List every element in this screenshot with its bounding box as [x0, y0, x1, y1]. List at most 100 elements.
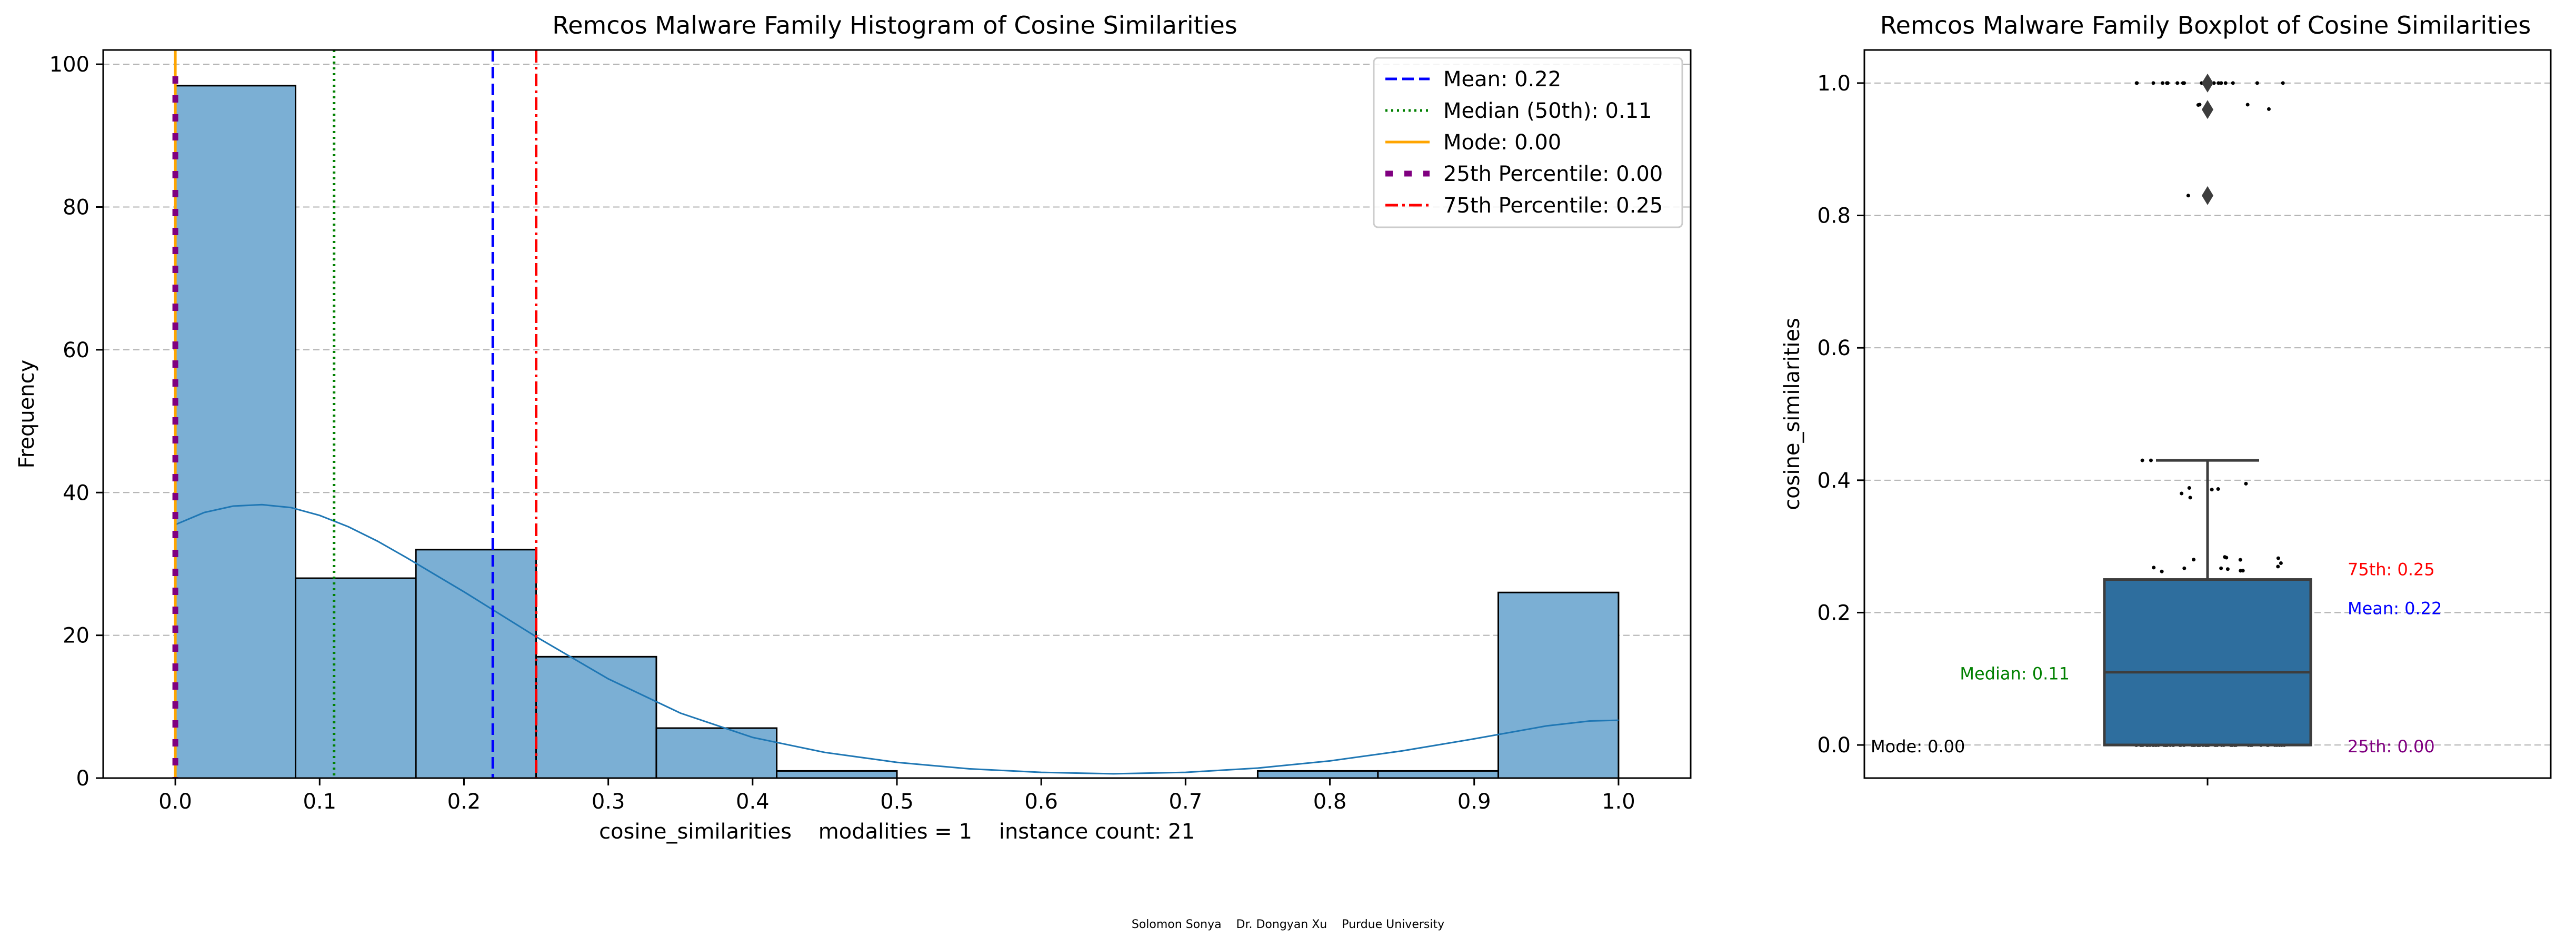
boxplot-y-axis-label: cosine_similarities: [1780, 318, 1804, 510]
boxplot-y-tick-label-2: 0.4: [1817, 469, 1851, 493]
boxplot-strip-point-178: [2210, 488, 2214, 492]
histogram-reference-lines: [172, 50, 538, 778]
histogram-x-tick-label-4: 0.4: [736, 790, 770, 814]
histogram-x-tick-label-7: 0.7: [1169, 790, 1203, 814]
histogram-bar-1: [294, 577, 417, 779]
histogram-bar-4: [655, 727, 778, 779]
histogram-legend-label-0: Mean: 0.22: [1443, 67, 1561, 92]
boxplot-strip-point-162: [2276, 564, 2280, 569]
boxplot-strip-point-199: [2151, 81, 2155, 85]
histogram-bar-5: [776, 770, 898, 779]
histogram-x-tick-label-3: 0.3: [592, 790, 625, 814]
boxplot-strip-point-197: [2135, 81, 2139, 85]
histogram-y-axis-label: Frequency: [15, 360, 39, 469]
boxplot-y-ticks: 0.0 0.2 0.4 0.6 0.8 1.0: [1817, 72, 2209, 785]
boxplot-strip-point-207: [2231, 81, 2235, 85]
histogram-x-tick-label-2: 0.2: [447, 790, 481, 814]
histogram-legend-box: [1373, 57, 1683, 228]
boxplot-strip-point-171: [2219, 566, 2223, 570]
histogram-bar-3: [535, 655, 657, 779]
histogram-bar-2: [415, 549, 537, 779]
boxplot-strip-point-193: [2281, 81, 2285, 85]
boxplot-strip-point-206: [2219, 81, 2223, 85]
boxplot-strip-point-163: [2192, 558, 2196, 562]
histogram-legend-label-4: 75th Percentile: 0.25: [1443, 194, 1663, 218]
boxplot-strip-point-194: [2255, 81, 2259, 85]
boxplot-strip-point-175: [2216, 487, 2220, 491]
histogram-x-axis-label: cosine_similarities modalities = 1 insta…: [599, 820, 1195, 844]
boxplot-strip-point-205: [2161, 81, 2165, 85]
boxplot-outlier-0: [2202, 73, 2213, 93]
boxplot-y-tick-label-0: 0.0: [1817, 733, 1851, 758]
boxplot-strip-point-177: [2244, 481, 2248, 486]
histogram-bars: [174, 85, 1620, 779]
boxplot-annotation-1: Mean: 0.22: [2348, 598, 2442, 618]
histogram-legend-label-2: Mode: 0.00: [1443, 130, 1561, 155]
histogram-x-tick-label-0: 0.0: [158, 790, 192, 814]
boxplot-panel: Remcos Malware Family Boxplot of Cosine …: [1780, 11, 2552, 785]
boxplot-strip-point-182: [2186, 194, 2190, 198]
boxplot-strip-point-172: [2239, 569, 2243, 573]
boxplot-strip-point-164: [2160, 569, 2164, 573]
boxplot-annotation-2: Median: 0.11: [1960, 664, 2070, 684]
histogram-y-tick-label-2: 40: [63, 481, 89, 505]
boxplot-strip-point-186: [2267, 107, 2271, 111]
histogram-x-tick-label-6: 0.6: [1024, 790, 1058, 814]
boxplot-strip-point-195: [2223, 81, 2228, 85]
boxplot-strip-point-173: [2223, 555, 2227, 559]
histogram-panel: Remcos Malware Family Histogram of Cosin…: [15, 11, 1692, 844]
boxplot-strip-point-176: [2188, 496, 2192, 500]
histogram-y-tick-label-0: 0: [76, 767, 89, 791]
boxplot-strip-point-192: [2181, 81, 2185, 85]
histogram-y-tick-label-1: 20: [63, 624, 89, 648]
boxplot-box: [2103, 578, 2312, 747]
histogram-y-tick-label-4: 80: [63, 196, 89, 220]
histogram-x-tick-label-8: 0.8: [1313, 790, 1347, 814]
boxplot-strip-point-181: [2149, 458, 2153, 462]
boxplot-strip-point-180: [2140, 458, 2144, 462]
boxplot-body: [2103, 73, 2312, 747]
histogram-x-tick-label-5: 0.5: [880, 790, 914, 814]
histogram-x-ticks: 0.0 0.1 0.2 0.3 0.4 0.5 0.6 0.7 0.8 0.9 1.0: [158, 778, 1635, 814]
boxplot-strip-point-183: [2245, 103, 2250, 107]
histogram-y-tick-label-5: 100: [49, 53, 89, 77]
boxplot-outlier-2: [2202, 186, 2213, 205]
boxplot-strip-point-201: [2175, 81, 2180, 85]
boxplot-strip-point-168: [2152, 566, 2156, 570]
histogram-kde: [175, 503, 1619, 775]
boxplot-strip-point-179: [2187, 486, 2191, 490]
boxplot-y-tick-label-5: 1.0: [1817, 72, 1851, 96]
boxplot-y-tick-label-4: 0.8: [1817, 204, 1851, 228]
histogram-bar-11: [1497, 591, 1620, 779]
boxplot-strip-point-160: [2225, 567, 2230, 571]
histogram-y-tick-label-3: 60: [63, 338, 89, 362]
histogram-kde-curve: [175, 503, 1619, 775]
histogram-title: Remcos Malware Family Histogram of Cosin…: [552, 11, 1237, 39]
boxplot-strip-point-202: [2165, 81, 2169, 85]
histogram-x-tick-label-1: 0.1: [303, 790, 336, 814]
boxplot-title: Remcos Malware Family Boxplot of Cosine …: [1880, 11, 2531, 39]
histogram-legend-label-1: Median (50th): 0.11: [1443, 99, 1652, 123]
histogram-legend-label-3: 25th Percentile: 0.00: [1443, 162, 1663, 186]
histogram-bar-10: [1377, 770, 1500, 779]
boxplot-y-tick-label-3: 0.6: [1817, 336, 1851, 360]
histogram-legend: Mean: 0.22 Median (50th): 0.11 Mode: 0.00 2…: [1373, 57, 1683, 228]
histogram-x-tick-label-10: 1.0: [1602, 790, 1635, 814]
boxplot-strip-point-167: [2182, 566, 2186, 570]
boxplot-strip-point-161: [2276, 556, 2280, 560]
boxplot-annotation-3: Mode: 0.00: [1871, 737, 1965, 757]
histogram-bar-9: [1256, 770, 1379, 779]
boxplot-annotation-0: 75th: 0.25: [2348, 560, 2435, 580]
boxplot-strip-point-174: [2180, 491, 2184, 496]
footer-credits: Solomon Sonya Dr. Dongyan Xu Purdue Univ…: [1132, 918, 1444, 931]
boxplot-y-tick-label-1: 0.2: [1817, 601, 1851, 625]
boxplot-strip-point-185: [2196, 103, 2200, 107]
histogram-bar-0: [174, 85, 296, 779]
boxplot-annotation-4: 25th: 0.00: [2348, 737, 2435, 757]
boxplot-strip-point-196: [2212, 81, 2216, 85]
boxplot-strip-point-204: [2216, 81, 2221, 85]
histogram-x-tick-label-9: 0.9: [1457, 790, 1491, 814]
boxplot-strip-point-166: [2279, 561, 2283, 565]
